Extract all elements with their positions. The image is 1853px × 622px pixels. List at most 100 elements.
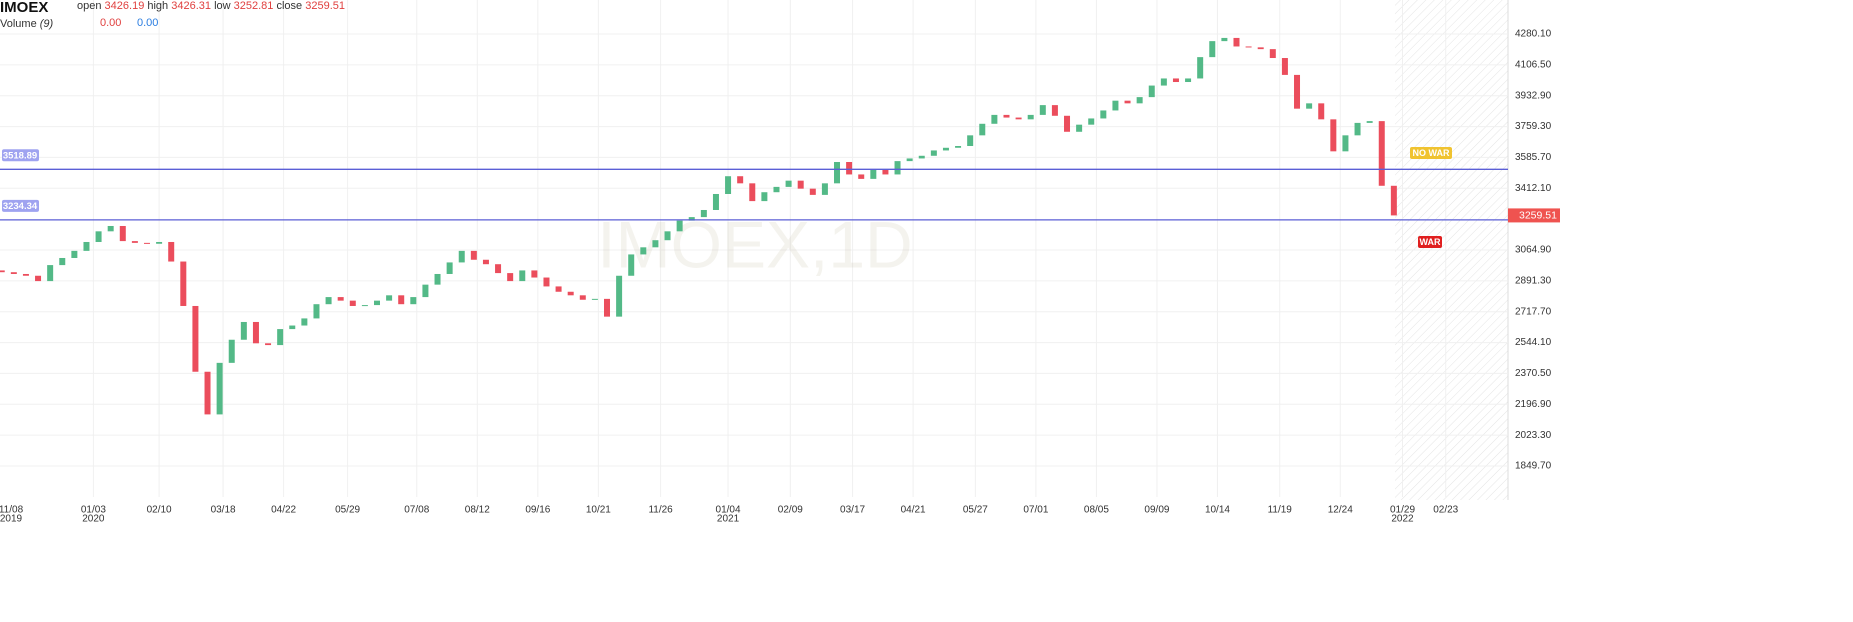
level-tag [2, 199, 39, 212]
candle-body [192, 305, 199, 372]
candle-body [1160, 78, 1167, 86]
candle-body [1172, 78, 1179, 83]
level-tag [2, 149, 39, 162]
candle-body [386, 295, 393, 301]
volume-label: Volume [0, 18, 37, 30]
candle-body [821, 183, 828, 195]
y-tick-label: 2544.10 [1515, 337, 1552, 348]
candle-body [1185, 78, 1192, 83]
level-tag-label: 3234.34 [3, 201, 38, 212]
candle-body [712, 193, 719, 210]
x-tick-label: 08/12 [465, 505, 490, 516]
candle-body [482, 259, 489, 265]
candle-body [555, 286, 562, 292]
candle-body [1003, 114, 1010, 118]
candle-body [180, 261, 187, 306]
candle-body [47, 265, 54, 282]
candle-body [374, 300, 380, 306]
candle-body [495, 264, 502, 274]
volume-legend: Volume (9) [0, 18, 53, 30]
candle-body [1221, 37, 1228, 42]
last-price-tag [1508, 208, 1560, 223]
x-tick-label: 01/04 [716, 505, 741, 516]
candle-body [289, 325, 296, 330]
candle-body [918, 155, 925, 159]
candle-body [1015, 117, 1022, 120]
y-tick-label: 4106.50 [1515, 60, 1552, 71]
candle-body [446, 262, 453, 274]
x-tick-label: 11/26 [648, 505, 673, 516]
candle-body [398, 295, 405, 305]
candle-body [1124, 100, 1131, 104]
candle-body [991, 114, 998, 124]
candle-body [858, 174, 865, 179]
candle-body [543, 277, 550, 287]
y-tick-label: 1849.70 [1515, 461, 1552, 472]
candle-body [894, 161, 901, 175]
candle-body [1136, 97, 1143, 104]
volume-value: 0.00 [137, 17, 159, 29]
candle-body [688, 217, 695, 221]
candle-body [1318, 103, 1325, 120]
x-tick-label: 02/10 [147, 505, 172, 516]
candle-body [107, 225, 114, 232]
candle-body [628, 254, 635, 276]
candle-body [0, 270, 5, 273]
y-tick-label: 2370.50 [1515, 368, 1552, 379]
candle-body [967, 135, 974, 147]
candle-body [1330, 119, 1337, 152]
candle-body [1342, 135, 1349, 152]
candle-body [616, 275, 623, 317]
ohlc-value: 3426.19 [104, 0, 145, 12]
candle-body [519, 270, 526, 282]
candle-body [1378, 121, 1385, 186]
candle-body [1088, 118, 1095, 125]
x-tick-label: 05/27 [963, 505, 988, 516]
candle-body [1245, 46, 1252, 48]
level-tag-label: 3518.89 [3, 150, 37, 161]
annotation-label: NO WAR [1413, 148, 1450, 158]
y-tick-label: 2891.30 [1515, 275, 1552, 286]
y-tick-label: 3412.10 [1515, 183, 1552, 194]
x-tick-label: 01/29 [1390, 505, 1415, 516]
x-tick-label: 04/22 [271, 505, 296, 516]
candle-body [1294, 74, 1301, 109]
candle-body [531, 270, 538, 278]
candle-body [652, 240, 659, 248]
x-tick-label: 09/16 [525, 505, 550, 516]
x-tick-year: 2019 [0, 514, 23, 525]
candle-body [83, 241, 90, 251]
x-tick-label: 10/21 [586, 505, 611, 516]
candle-body [1354, 122, 1361, 136]
x-tick-label: 09/09 [1144, 505, 1169, 516]
candle-body [1076, 124, 1083, 132]
last-price-label: 3259.51 [1519, 210, 1557, 222]
candle-body [156, 241, 163, 244]
volume-period: (9) [39, 18, 54, 30]
candle-body [834, 161, 841, 184]
candle-body [1209, 41, 1216, 58]
y-tick-label: 3759.30 [1515, 121, 1552, 132]
candle-body [797, 180, 804, 189]
watermark: IMOEX,1D [597, 207, 912, 281]
candle-body [1233, 37, 1240, 47]
ohlc-value: 3252.81 [233, 0, 274, 12]
candle-body [204, 371, 211, 415]
x-tick-label: 07/08 [404, 505, 429, 516]
candle-body [143, 242, 150, 244]
candle-body [470, 250, 477, 260]
y-tick-label: 3932.90 [1515, 90, 1552, 101]
candle-body [785, 180, 792, 187]
x-tick-label: 07/01 [1023, 505, 1048, 516]
x-tick-label: 04/21 [901, 505, 926, 516]
x-tick-year: 2020 [82, 514, 105, 525]
candle-body [579, 295, 586, 300]
ohlc-value: 3259.51 [305, 0, 345, 12]
y-tick-label: 3585.70 [1515, 152, 1552, 163]
candle-body [1064, 115, 1071, 132]
symbol: IMOEX [0, 0, 49, 16]
ohlc-legend: open 3426.19 high 3426.31 low 3252.81 cl… [77, 0, 345, 12]
candle-body [1306, 103, 1313, 109]
